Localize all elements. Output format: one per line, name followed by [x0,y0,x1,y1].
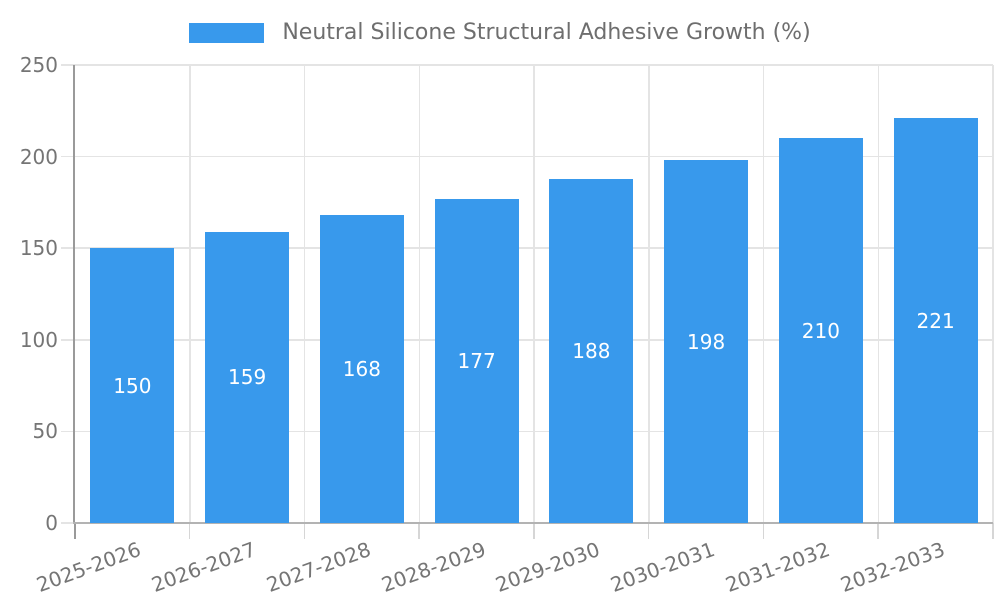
x-gridline [648,65,650,523]
y-axis-label: 250 [19,53,58,77]
y-axis-line [73,65,75,523]
legend-swatch [189,23,265,43]
y-tick [61,430,75,433]
x-tick [647,523,650,539]
y-tick [61,522,75,524]
x-gridline [762,65,765,523]
y-axis-label: 100 [19,327,58,352]
x-tick [74,523,76,539]
x-gridline [877,65,879,523]
y-tick [61,64,75,66]
legend-label: Neutral Silicone Structural Adhesive Gro… [282,20,811,45]
legend-item[interactable]: Neutral Silicone Structural Adhesive Gro… [189,20,811,45]
legend: Neutral Silicone Structural Adhesive Gro… [0,21,1000,45]
y-axis-label: 50 [32,419,58,444]
x-tick [188,523,191,539]
x-gridline [992,65,994,523]
x-tick [418,523,420,539]
bar[interactable] [893,118,978,523]
y-tick [61,247,75,249]
x-gridline [303,65,306,523]
x-gridline [533,65,535,523]
bar[interactable] [90,248,175,523]
y-axis-label: 200 [19,144,58,169]
y-tick [61,155,75,158]
bar[interactable] [319,215,404,523]
y-axis-label: 150 [19,236,58,261]
x-tick [992,523,994,539]
x-tick [303,523,305,539]
y-tick [61,339,75,341]
y-axis-label: 0 [45,511,58,535]
bar[interactable] [434,198,519,523]
x-tick [877,523,879,539]
bar[interactable] [664,160,749,523]
x-axis-line [73,522,993,524]
x-tick [533,523,535,539]
bar[interactable] [778,138,863,523]
x-gridline [418,65,420,523]
x-tick [762,523,764,539]
x-gridline [189,65,191,523]
bar[interactable] [549,178,634,523]
bar[interactable] [205,231,290,523]
